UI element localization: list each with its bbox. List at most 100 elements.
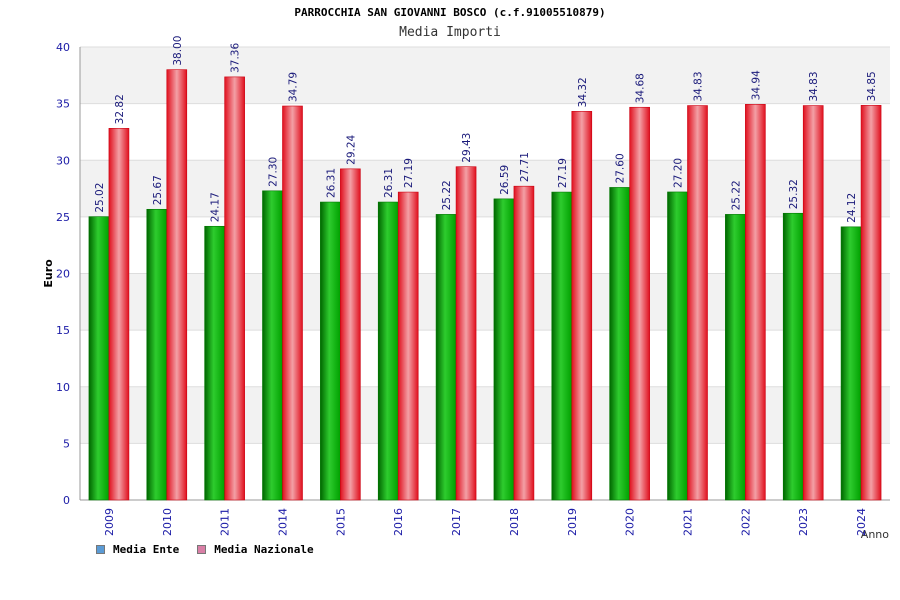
bar-media-ente: [204, 225, 225, 501]
data-label-media-nazionale: 32.82: [114, 94, 126, 124]
bar-media-nazionale: [860, 105, 882, 501]
data-label-media-nazionale: 34.94: [750, 70, 762, 100]
bar-media-ente: [320, 201, 341, 501]
grid-band: [80, 386, 890, 444]
bar-media-ente: [88, 216, 110, 501]
x-tick-label: 2014: [277, 508, 290, 536]
x-tick-label: 2017: [450, 508, 463, 536]
data-label-media-nazionale: 34.83: [808, 71, 820, 101]
x-tick-label: 2021: [682, 508, 695, 536]
data-label-media-ente: 26.31: [383, 168, 395, 198]
data-label-media-nazionale: 34.79: [288, 72, 300, 102]
data-label-media-nazionale: 27.71: [519, 152, 531, 182]
bar-media-nazionale: [282, 105, 303, 501]
y-axis-label: Euro: [42, 259, 55, 288]
bar-media-nazionale: [687, 105, 708, 501]
data-label-media-ente: 27.19: [557, 158, 569, 188]
y-tick-label: 5: [63, 437, 70, 450]
data-label-media-ente: 26.59: [499, 165, 511, 195]
bar-media-nazionale: [571, 111, 593, 501]
x-tick-label: 2010: [161, 508, 174, 536]
bar-media-ente: [782, 212, 804, 501]
grid-band: [80, 103, 890, 161]
bar-media-ente: [725, 214, 746, 501]
legend-item-media-ente: Media Ente: [96, 543, 179, 556]
grid-band: [80, 160, 890, 217]
data-label-media-ente: 26.31: [325, 168, 337, 198]
data-label-media-ente: 27.60: [615, 153, 627, 183]
bar-media-nazionale: [629, 106, 650, 501]
grid-band: [80, 443, 890, 500]
x-tick-label: 2015: [334, 508, 347, 536]
bar-media-nazionale: [397, 191, 419, 501]
x-tick-label: 2019: [566, 508, 579, 536]
y-tick-label: 40: [56, 41, 70, 54]
bar-media-nazionale: [513, 185, 535, 501]
data-label-media-nazionale: 34.85: [866, 71, 878, 101]
y-tick-label: 25: [56, 211, 70, 224]
data-label-media-ente: 24.17: [210, 192, 222, 222]
data-label-media-ente: 27.30: [268, 157, 280, 187]
bar-media-ente: [146, 208, 168, 501]
data-label-media-ente: 27.20: [673, 158, 685, 188]
y-tick-label: 10: [56, 381, 70, 394]
x-tick-label: 2023: [797, 508, 810, 536]
legend-item-media-nazionale: Media Nazionale: [197, 543, 314, 556]
bar-media-ente: [609, 187, 630, 501]
data-label-media-ente: 25.32: [788, 179, 800, 209]
data-label-media-nazionale: 27.19: [403, 158, 415, 188]
data-label-media-ente: 24.12: [846, 193, 858, 223]
x-axis-label: Anno: [861, 528, 889, 541]
bar-media-ente: [377, 201, 399, 501]
y-tick-label: 35: [56, 98, 70, 111]
y-tick-label: 15: [56, 324, 70, 337]
data-label-media-ente: 25.67: [152, 175, 164, 205]
data-label-media-nazionale: 29.43: [461, 133, 473, 163]
bar-media-nazionale: [802, 105, 824, 501]
data-label-media-ente: 25.22: [441, 180, 453, 210]
legend-swatch-media-ente: [96, 545, 105, 554]
x-tick-label: 2022: [739, 508, 752, 536]
bar-media-ente: [493, 198, 515, 501]
x-tick-label: 2016: [392, 508, 405, 536]
legend-label-media-nazionale: Media Nazionale: [214, 543, 314, 556]
grid-band: [80, 47, 890, 104]
x-tick-label: 2009: [103, 508, 116, 536]
bar-media-nazionale: [745, 104, 766, 501]
bar-media-nazionale: [108, 128, 130, 501]
data-label-media-nazionale: 34.32: [577, 77, 589, 107]
bar-media-ente: [551, 191, 573, 501]
legend-label-media-ente: Media Ente: [113, 543, 180, 556]
chart-title: PARROCCHIA SAN GIOVANNI BOSCO (c.f.91005…: [294, 6, 606, 19]
y-tick-label: 30: [56, 154, 70, 167]
y-tick-label: 0: [63, 494, 70, 507]
data-label-media-ente: 25.02: [94, 183, 106, 213]
bar-media-ente: [262, 190, 283, 501]
grid-band: [80, 330, 890, 387]
legend-swatch-media-nazionale: [197, 545, 207, 554]
y-tick-label: 20: [56, 268, 70, 281]
data-label-media-nazionale: 37.36: [230, 43, 242, 73]
bar-media-nazionale: [224, 76, 245, 501]
x-tick-label: 2011: [219, 508, 232, 536]
bar-media-ente: [840, 226, 862, 501]
data-label-media-nazionale: 34.68: [635, 73, 647, 103]
bar-media-ente: [667, 191, 688, 501]
bar-media-ente: [435, 214, 457, 501]
data-label-media-ente: 25.22: [730, 180, 742, 210]
x-tick-label: 2024: [855, 508, 868, 536]
x-tick-label: 2018: [508, 508, 521, 536]
data-label-media-nazionale: 38.00: [172, 36, 184, 66]
bar-media-nazionale: [166, 69, 188, 501]
bar-media-nazionale: [340, 168, 361, 501]
x-tick-label: 2020: [624, 508, 637, 536]
data-label-media-nazionale: 29.24: [345, 134, 357, 164]
chart-subtitle: Media Importi: [399, 25, 501, 40]
legend: Media Ente Media Nazionale: [96, 543, 332, 556]
bar-media-nazionale: [455, 166, 477, 501]
grid-band: [80, 216, 890, 274]
grid-band: [80, 273, 890, 331]
data-label-media-nazionale: 34.83: [693, 71, 705, 101]
